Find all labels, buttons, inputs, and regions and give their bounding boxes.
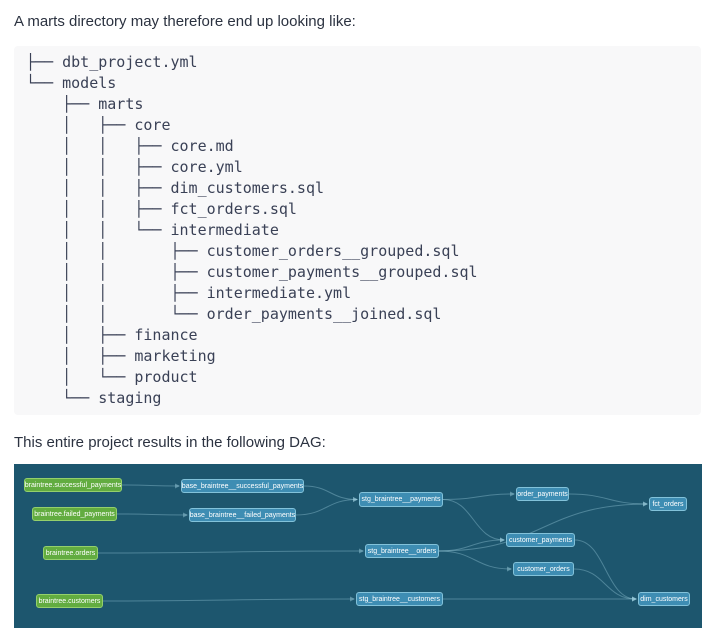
dag-edge-stg_orders-customer_orders [438,550,512,572]
dag-edge-order_payments-fct_orders [568,493,648,507]
dag-node-src_success: braintree.successful_payments [24,478,122,492]
dag-edges-layer [97,483,648,602]
dag-edge-base_success-stg_payments [303,485,358,502]
dag-node-dim_customers: dim_customers [638,592,690,606]
dag-node-base_failed: base_braintree__failed_payments [189,508,296,522]
dag-node-customer_orders: customer_orders [513,562,574,576]
dag-node-fct_orders: fct_orders [649,497,687,511]
dag-edge-stg_payments-order_payments [442,491,515,500]
dag-edge-src_orders-stg_orders [97,548,364,554]
dag-edge-src_customers-stg_customers [102,596,355,602]
dag-edge-base_failed-stg_payments [295,497,358,516]
dag-node-src_customers: braintree.customers [36,594,103,608]
dag-edge-customer_payments-dim_customers [574,539,637,602]
dag-edge-stg_orders-fct_orders [438,501,648,552]
dag-node-stg_payments: stg_braintree__payments [359,492,443,507]
dag-edge-src_failed-base_failed [116,512,188,518]
dag-edge-customer_orders-dim_customers [573,568,637,602]
dag-node-stg_customers: stg_braintree__customers [356,592,443,606]
dag-edge-stg_orders-customer_payments [438,537,505,552]
dag-edge-src_success-base_success [121,483,180,489]
dag-node-src_failed: braintree.failed_payments [32,507,117,521]
dag-edge-stg_payments-customer_payments [442,499,505,543]
dag-node-order_payments: order_payments [516,487,569,501]
directory-tree-code-block: ├── dbt_project.yml └── models ├── marts… [14,46,701,415]
docs-content: A marts directory may therefore end up l… [14,12,702,628]
dag-node-customer_payments: customer_payments [506,533,575,547]
dag-edges-group [97,483,648,602]
dag-node-stg_orders: stg_braintree__orders [365,544,439,558]
dag-caption-paragraph: This entire project results in the follo… [14,434,326,451]
dag-image: braintree.successful_payments base_braint… [14,464,702,628]
dag-node-base_success: base_braintree__successful_payments [181,479,304,493]
dag-node-src_orders: braintree.orders [43,546,98,560]
intro-paragraph: A marts directory may therefore end up l… [14,13,356,30]
